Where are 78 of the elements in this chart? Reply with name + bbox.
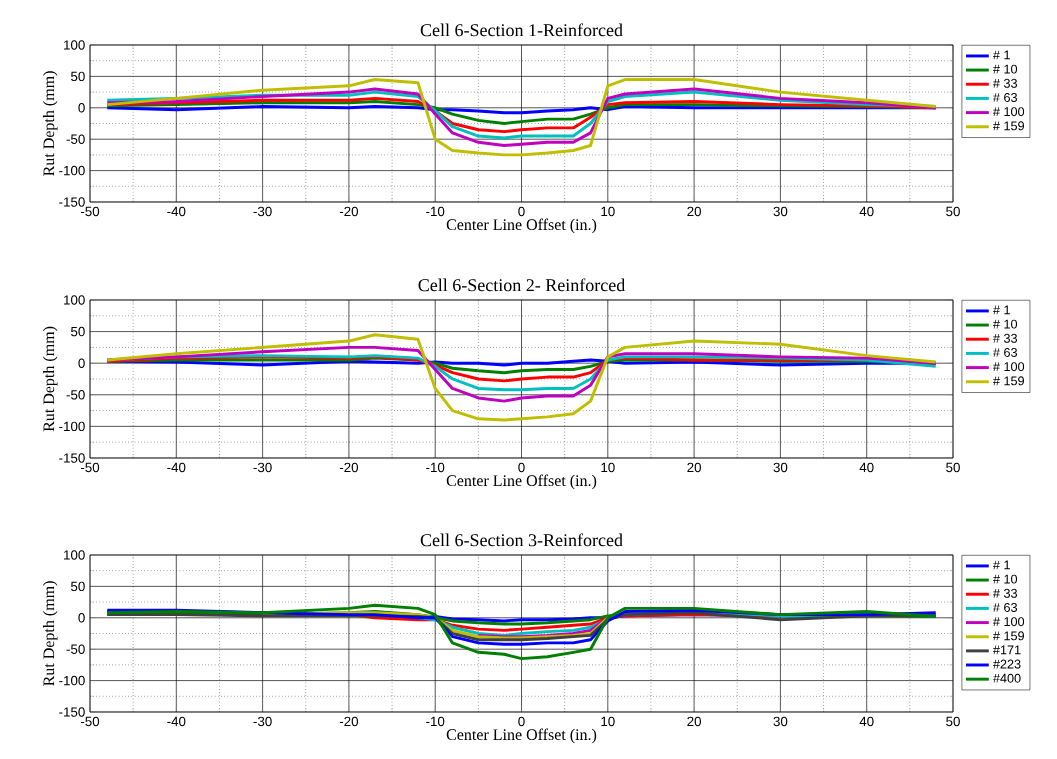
chart-title: Cell 6-Section 3-Reinforced bbox=[420, 533, 623, 547]
x-tick-label: -30 bbox=[253, 206, 272, 217]
y-tick-label: 50 bbox=[71, 326, 85, 337]
x-tick-label: 0 bbox=[518, 716, 525, 727]
x-tick-label: 20 bbox=[687, 462, 701, 473]
x-tick-label: -20 bbox=[339, 462, 359, 473]
legend-label: # 159 bbox=[992, 121, 1024, 131]
x-axis-title: Center Line Offset (in.) bbox=[446, 728, 597, 744]
y-tick-label: -50 bbox=[66, 644, 85, 654]
y-tick-label: 0 bbox=[78, 103, 85, 113]
legend-label: # 100 bbox=[992, 107, 1025, 117]
y-tick-label: 100 bbox=[64, 550, 85, 560]
legend-label: # 33 bbox=[992, 78, 1017, 88]
x-tick-label: 10 bbox=[601, 716, 615, 727]
legend-label: # 10 bbox=[992, 319, 1018, 329]
x-tick-label: -20 bbox=[339, 716, 359, 727]
y-tick-label: 0 bbox=[78, 613, 85, 623]
x-tick-label: 20 bbox=[687, 206, 701, 217]
x-tick-label: 50 bbox=[946, 716, 960, 727]
y-tick-label: 100 bbox=[64, 295, 85, 305]
x-tick-label: -10 bbox=[426, 462, 445, 473]
legend-label: #400 bbox=[992, 673, 1021, 683]
x-axis-title: Center Line Offset (in.) bbox=[446, 218, 597, 234]
legend-label: # 10 bbox=[992, 64, 1018, 74]
y-tick-label: -150 bbox=[59, 707, 85, 717]
x-tick-label: 20 bbox=[687, 716, 701, 727]
y-tick-label: 50 bbox=[71, 71, 85, 82]
x-tick-label: -40 bbox=[167, 206, 186, 217]
legend-label: # 63 bbox=[992, 347, 1017, 357]
x-tick-label: -10 bbox=[426, 716, 445, 727]
legend-label: # 63 bbox=[992, 602, 1017, 612]
x-tick-label: -30 bbox=[253, 462, 272, 473]
y-tick-label: 100 bbox=[64, 40, 85, 50]
y-tick-label: 0 bbox=[78, 358, 85, 368]
x-tick-label: 50 bbox=[946, 206, 960, 217]
x-tick-label: -10 bbox=[426, 206, 445, 217]
legend-label: # 100 bbox=[992, 362, 1025, 372]
x-tick-label: 0 bbox=[518, 206, 525, 217]
legend-label: # 159 bbox=[992, 376, 1024, 386]
legend-label: # 10 bbox=[992, 574, 1018, 584]
legend-label: # 159 bbox=[992, 631, 1024, 641]
y-tick-label: -100 bbox=[59, 675, 85, 686]
x-tick-label: 40 bbox=[859, 206, 874, 217]
x-tick-label: 30 bbox=[773, 462, 788, 473]
y-axis-title: Rut Depth (mm) bbox=[42, 581, 58, 686]
x-tick-label: 0 bbox=[518, 462, 525, 473]
legend-label: # 1 bbox=[992, 305, 1010, 315]
x-tick-label: -20 bbox=[339, 206, 359, 217]
y-tick-label: -150 bbox=[59, 453, 85, 463]
y-tick-label: -50 bbox=[66, 390, 85, 400]
x-axis-title: Center Line Offset (in.) bbox=[446, 474, 597, 490]
x-tick-label: 10 bbox=[601, 206, 615, 217]
x-tick-label: 40 bbox=[859, 462, 874, 473]
legend-label: # 1 bbox=[992, 50, 1010, 60]
legend-label: #171 bbox=[992, 645, 1021, 655]
x-tick-label: -40 bbox=[167, 462, 186, 473]
x-tick-label: 40 bbox=[859, 716, 874, 727]
y-tick-label: 50 bbox=[71, 581, 85, 592]
legend-label: # 63 bbox=[992, 92, 1017, 102]
x-tick-label: -30 bbox=[253, 716, 272, 727]
x-tick-label: 50 bbox=[946, 462, 960, 473]
y-tick-label: -50 bbox=[66, 134, 85, 144]
y-tick-label: -150 bbox=[59, 197, 85, 207]
y-axis-title: Rut Depth (mm) bbox=[42, 326, 58, 432]
x-tick-label: -40 bbox=[167, 716, 186, 727]
y-tick-label: -100 bbox=[59, 165, 85, 176]
chart-title: Cell 6-Section 1-Reinforced bbox=[420, 23, 623, 37]
legend-label: # 1 bbox=[992, 560, 1010, 570]
x-tick-label: 30 bbox=[773, 206, 788, 217]
y-axis-title: Rut Depth (mm) bbox=[42, 71, 58, 176]
x-tick-label: 10 bbox=[601, 462, 615, 473]
y-tick-label: -100 bbox=[59, 421, 85, 432]
legend-label: # 33 bbox=[992, 333, 1017, 343]
legend-label: # 33 bbox=[992, 588, 1017, 598]
chart-title: Cell 6-Section 2- Reinforced bbox=[418, 278, 626, 292]
x-tick-label: 30 bbox=[773, 716, 788, 727]
legend-label: #223 bbox=[992, 659, 1021, 669]
legend-label: # 100 bbox=[992, 617, 1025, 627]
